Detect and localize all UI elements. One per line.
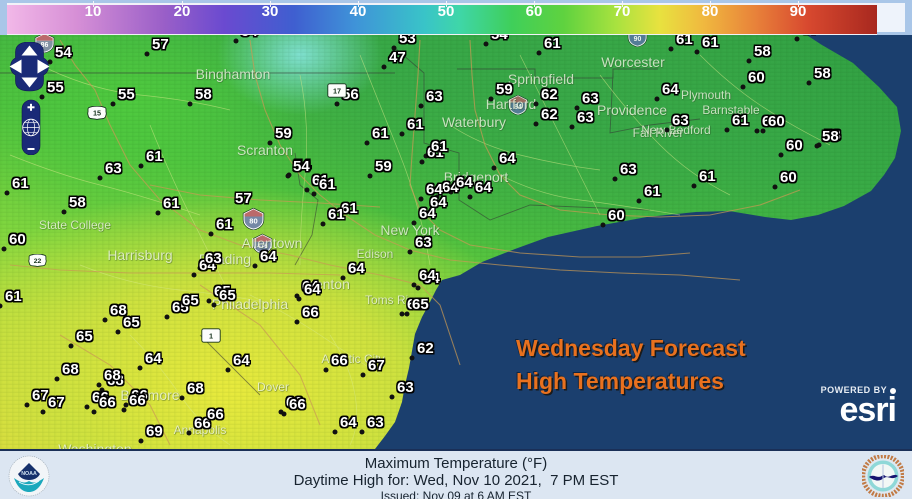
svg-text:90: 90 xyxy=(634,36,642,43)
svg-text:80: 80 xyxy=(249,216,257,225)
svg-text:NOAA: NOAA xyxy=(21,471,37,477)
svg-text:15: 15 xyxy=(93,109,101,118)
svg-text:17: 17 xyxy=(333,87,341,96)
svg-text:1: 1 xyxy=(209,332,213,341)
svg-text:22: 22 xyxy=(34,258,42,265)
